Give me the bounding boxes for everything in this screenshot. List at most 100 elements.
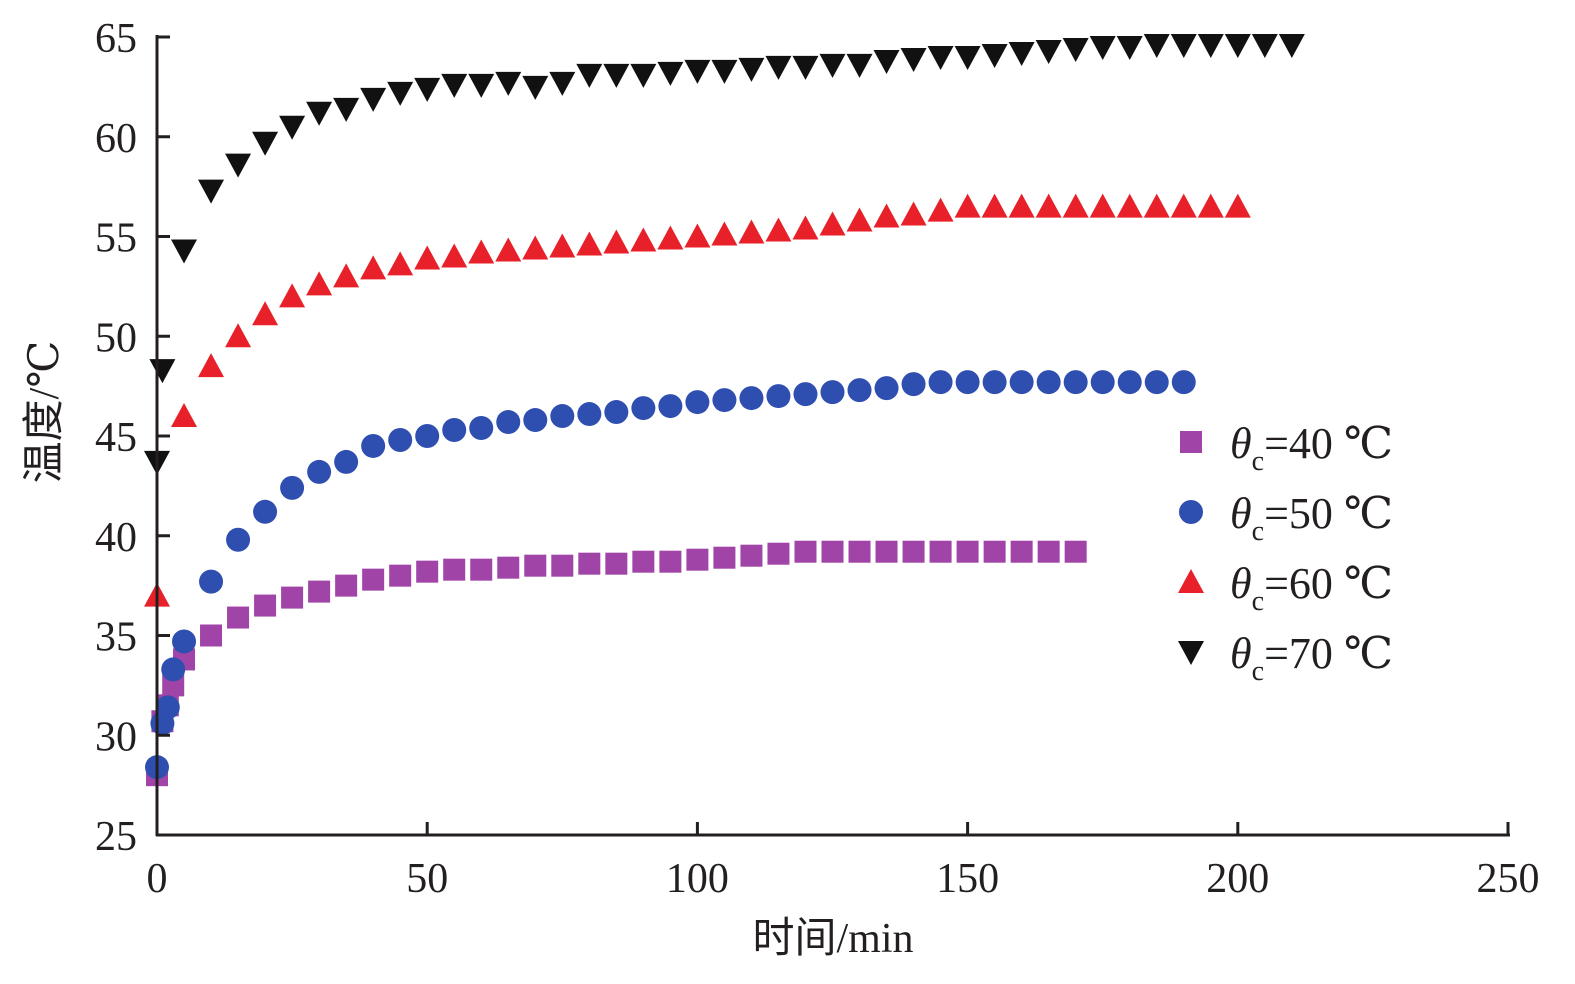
data-point <box>161 657 186 682</box>
data-point <box>468 73 495 98</box>
data-point <box>605 552 628 575</box>
data-point <box>1009 370 1034 395</box>
x-tick-label: 0 <box>147 856 168 902</box>
data-point <box>254 594 277 617</box>
x-tick-label: 250 <box>1477 856 1540 902</box>
data-point <box>900 47 927 72</box>
data-point <box>738 57 765 82</box>
series-3 <box>144 33 1305 475</box>
y-axis-label: 温度/℃ <box>22 341 68 484</box>
legend-label: θc=70 ℃ <box>1230 629 1393 687</box>
data-point <box>199 569 224 594</box>
legend-marker <box>1178 569 1204 593</box>
data-point <box>821 540 844 563</box>
data-point <box>155 695 180 720</box>
x-tick-label: 200 <box>1206 856 1269 902</box>
data-point <box>711 221 738 246</box>
data-point <box>469 416 494 441</box>
data-point <box>252 131 279 156</box>
y-tick-label: 65 <box>95 16 137 62</box>
data-point <box>792 55 819 80</box>
y-tick-label: 35 <box>95 615 137 661</box>
x-tick-label: 50 <box>406 856 448 902</box>
data-point <box>873 203 900 228</box>
data-point <box>225 323 252 348</box>
data-point <box>171 239 198 264</box>
data-point <box>659 550 682 573</box>
data-point <box>981 193 1008 218</box>
data-point <box>387 251 414 276</box>
data-point <box>1116 35 1143 60</box>
data-point <box>524 554 547 577</box>
data-point <box>523 408 548 433</box>
data-point <box>928 370 953 395</box>
series-1 <box>145 370 1196 780</box>
data-point <box>279 115 306 140</box>
legend-item: θc=50 ℃ <box>1179 489 1393 547</box>
data-point <box>846 53 873 78</box>
data-point <box>819 211 846 236</box>
data-point <box>171 403 198 428</box>
data-point <box>657 225 684 250</box>
series-0 <box>146 540 1087 787</box>
data-point <box>1278 33 1305 58</box>
y-tick-label: 30 <box>95 714 137 760</box>
data-point <box>927 197 954 222</box>
data-point <box>874 376 899 401</box>
data-point <box>1090 370 1115 395</box>
data-point <box>578 552 601 575</box>
data-point <box>603 229 630 254</box>
data-point <box>902 540 925 563</box>
data-point <box>982 370 1007 395</box>
data-point <box>765 55 792 80</box>
data-point <box>281 586 304 609</box>
data-point <box>794 540 817 563</box>
data-point <box>631 396 656 421</box>
data-point <box>1035 193 1062 218</box>
data-point <box>1116 193 1143 218</box>
data-point <box>603 63 630 88</box>
data-point <box>468 239 495 264</box>
data-point <box>551 554 574 577</box>
data-point <box>1008 193 1035 218</box>
data-point <box>901 372 926 397</box>
data-point <box>929 540 952 563</box>
data-point <box>1036 370 1061 395</box>
data-point <box>1224 193 1251 218</box>
data-point <box>279 283 306 308</box>
data-marks <box>144 33 1305 787</box>
data-point <box>1037 540 1060 563</box>
data-point <box>955 370 980 395</box>
data-point <box>226 527 251 552</box>
data-point <box>1143 193 1170 218</box>
data-point <box>361 433 386 458</box>
data-point <box>1171 370 1196 395</box>
y-tick-label: 60 <box>95 116 137 162</box>
data-point <box>252 301 279 326</box>
data-point <box>1224 33 1251 58</box>
data-point <box>495 237 522 262</box>
data-point <box>846 207 873 232</box>
data-point <box>577 402 602 427</box>
data-point <box>1063 370 1088 395</box>
y-tick-label: 40 <box>95 515 137 561</box>
legend-label: θc=40 ℃ <box>1230 419 1393 477</box>
data-point <box>576 231 603 256</box>
data-point <box>684 223 711 248</box>
data-point <box>333 263 360 288</box>
legend-marker <box>1180 431 1202 453</box>
legend-marker <box>1179 500 1203 524</box>
data-point <box>280 475 305 500</box>
data-point <box>630 227 657 252</box>
data-point <box>495 71 522 96</box>
data-point <box>981 43 1008 68</box>
data-point <box>956 540 979 563</box>
y-tick-label: 55 <box>95 216 137 262</box>
data-point <box>388 427 413 452</box>
data-point <box>198 179 225 204</box>
data-point <box>441 73 468 98</box>
data-point <box>739 386 764 411</box>
data-point <box>308 580 331 603</box>
data-point <box>414 245 441 270</box>
y-tick-label: 45 <box>95 415 137 461</box>
